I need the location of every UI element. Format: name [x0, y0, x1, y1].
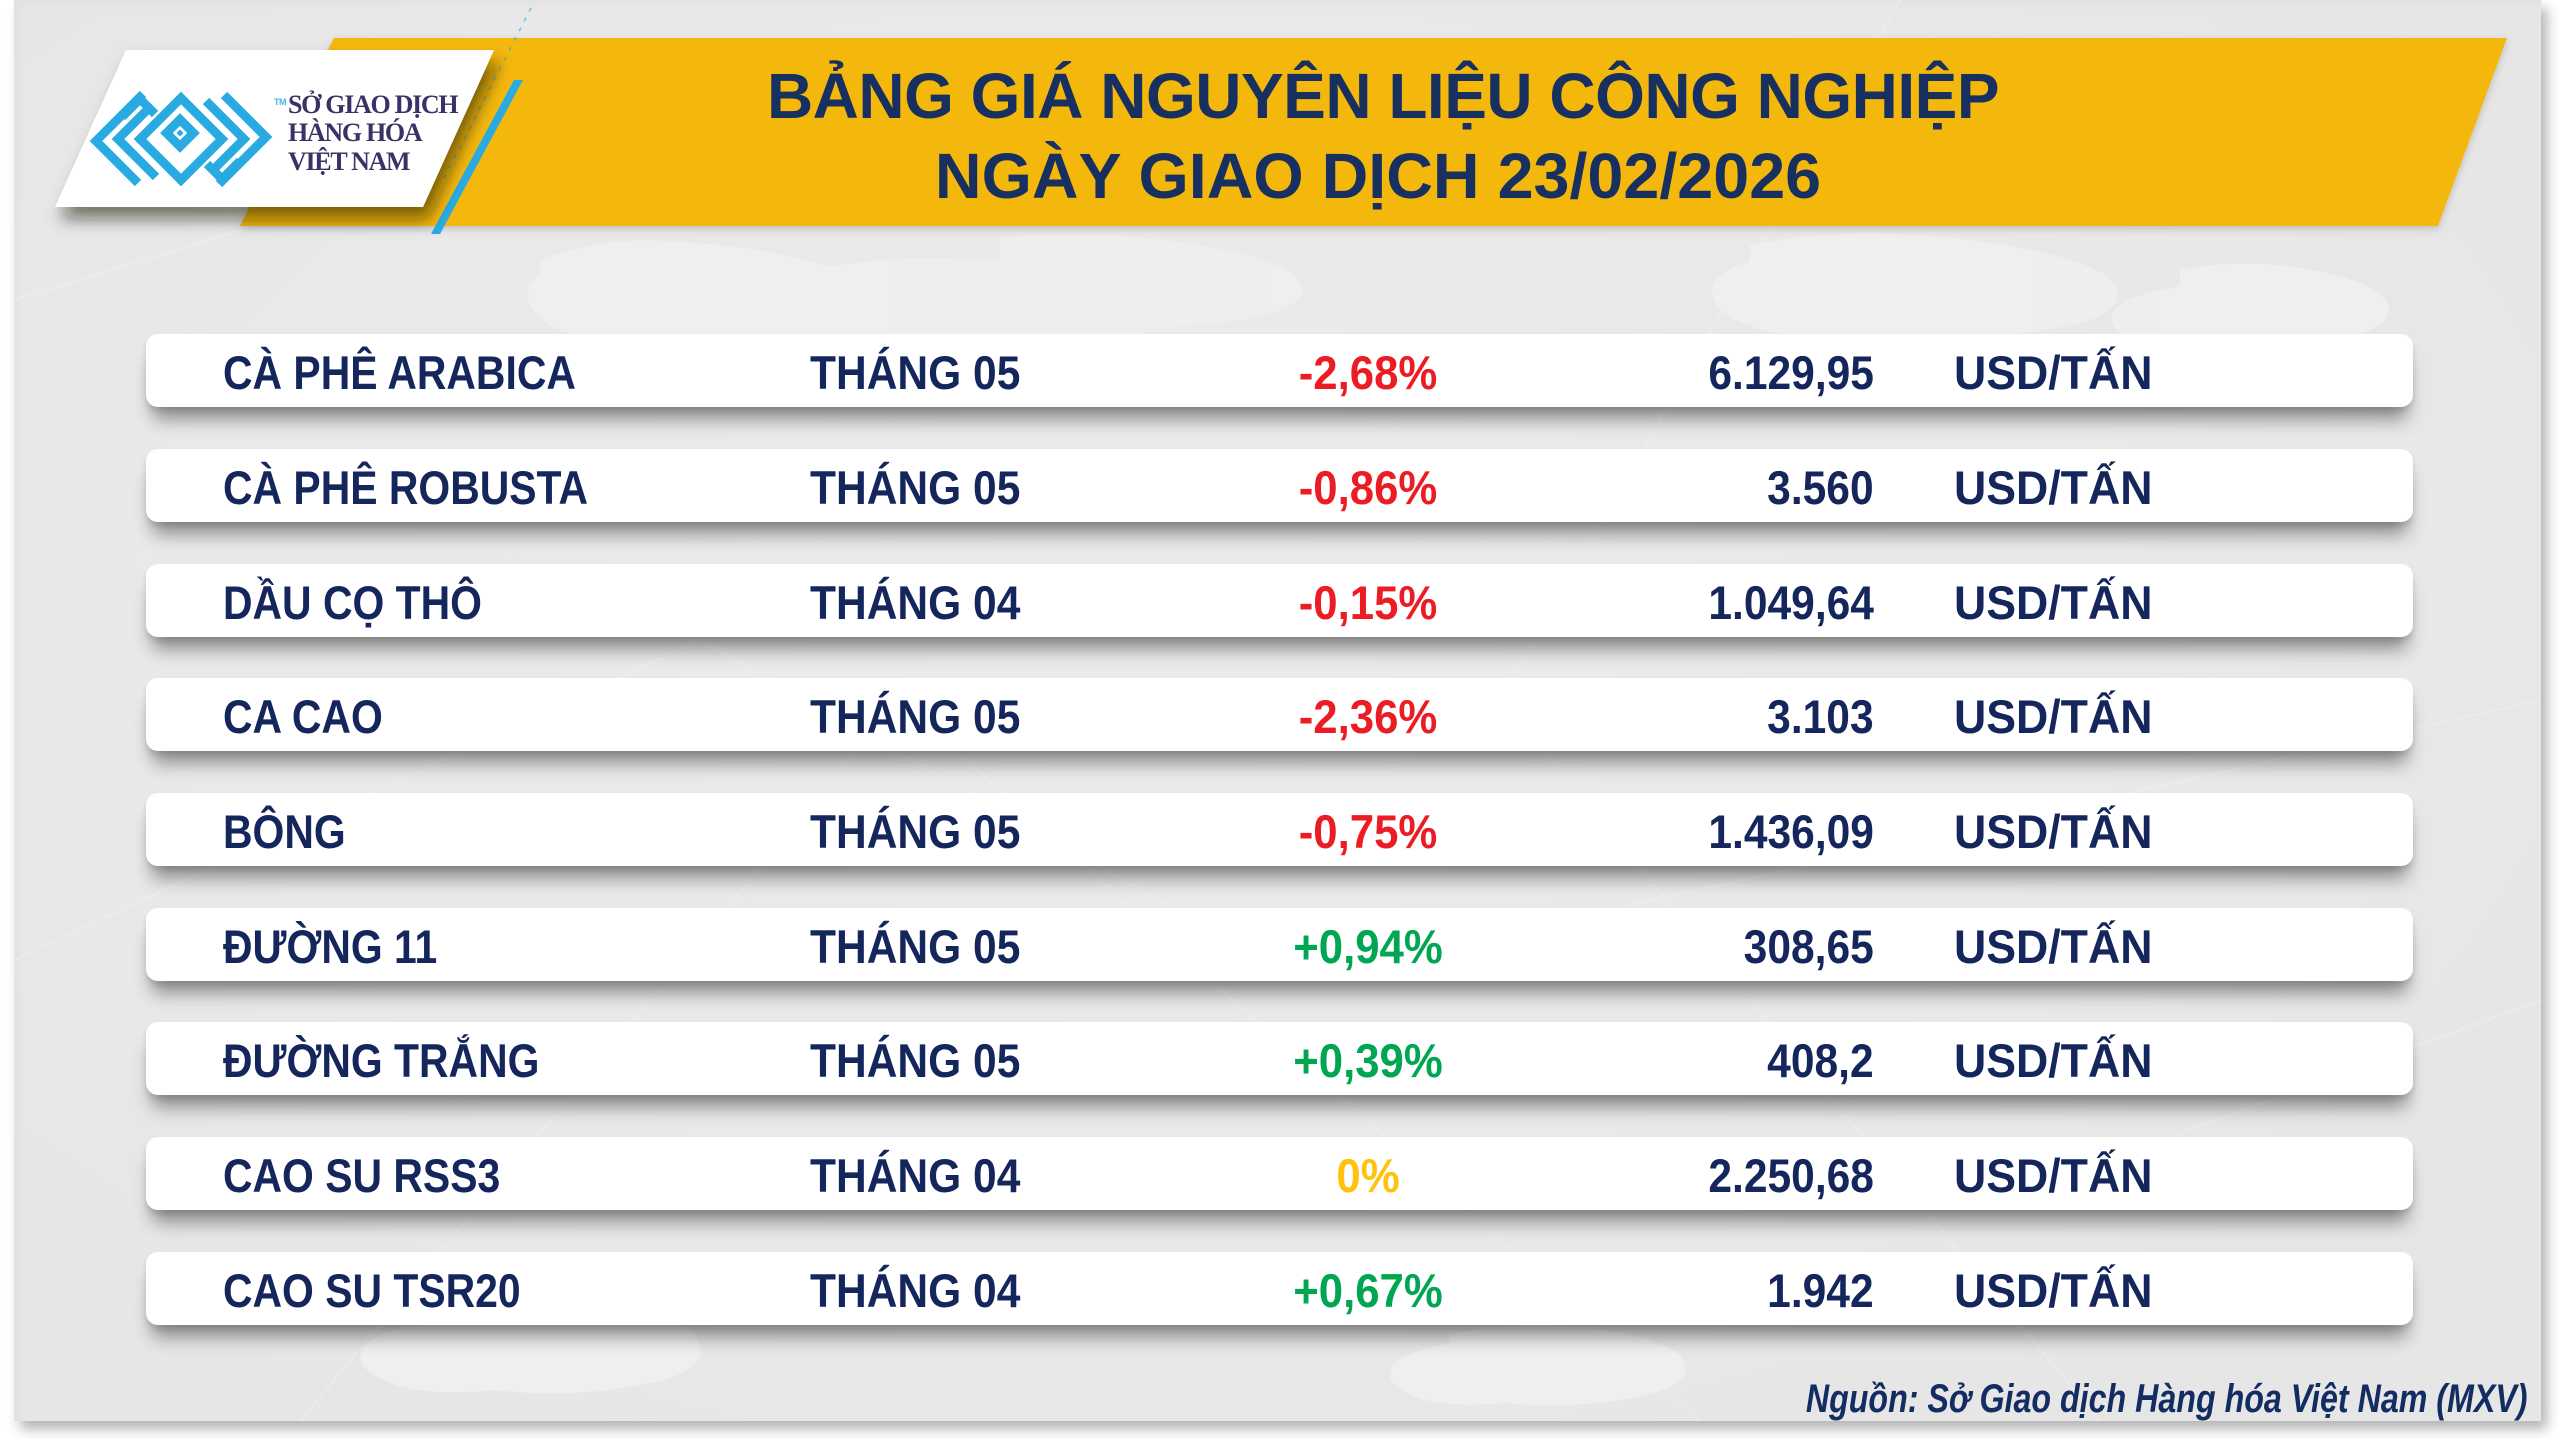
svg-text:TM: TM [274, 97, 286, 107]
